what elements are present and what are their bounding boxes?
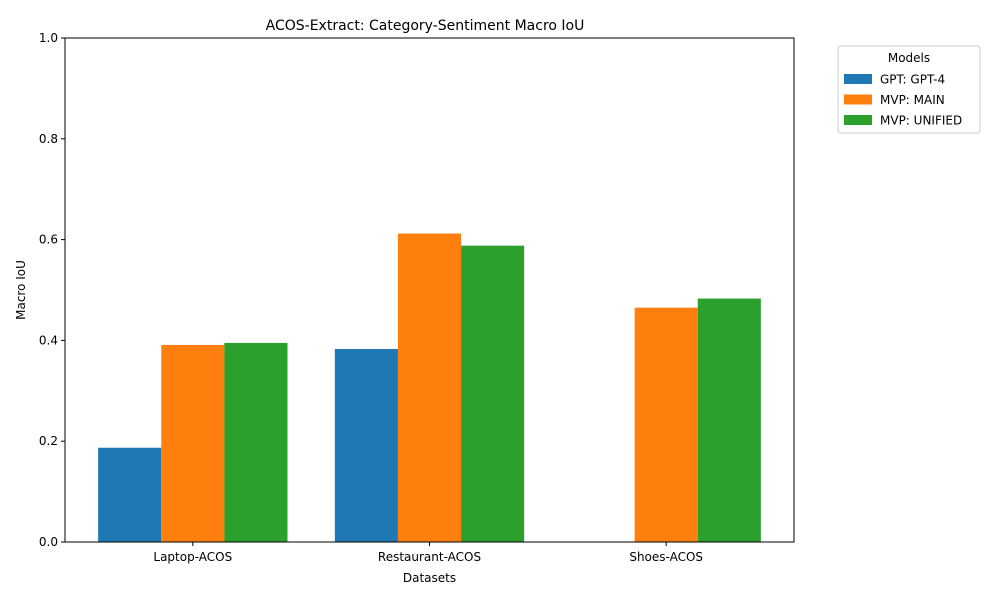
bar: [224, 342, 288, 542]
y-tick-label: 0.0: [39, 535, 58, 549]
x-tick-label: Shoes-ACOS: [629, 550, 703, 564]
legend-title: Models: [888, 51, 930, 65]
chart-title: ACOS-Extract: Category-Sentiment Macro I…: [266, 18, 585, 34]
legend: Models GPT: GPT-4 MVP: MAIN MVP: UNIFIED: [837, 45, 981, 134]
legend-swatch: [844, 74, 872, 84]
y-tick-label: 0.4: [39, 333, 58, 347]
legend-items: GPT: GPT-4 MVP: MAIN MVP: UNIFIED: [844, 73, 962, 128]
y-axis-label: Macro IoU: [14, 260, 28, 320]
legend-swatch: [844, 115, 872, 125]
bar: [98, 447, 162, 542]
x-tick-label: Restaurant-ACOS: [378, 550, 481, 564]
bar: [397, 233, 462, 542]
y-axis: 0.0 0.2 0.4 0.6 0.8 1.0: [39, 31, 65, 549]
legend-frame: [837, 45, 981, 134]
x-tick-label: Laptop-ACOS: [153, 550, 232, 564]
bar: [697, 298, 761, 542]
y-tick-label: 0.6: [39, 233, 58, 247]
legend-label: MVP: MAIN: [880, 93, 945, 107]
bar: [334, 348, 398, 542]
x-axis-label: Datasets: [403, 571, 456, 585]
legend-label: GPT: GPT-4: [880, 73, 945, 87]
y-tick-label: 0.2: [39, 434, 58, 448]
y-tick-label: 1.0: [39, 31, 58, 45]
bar: [161, 344, 225, 542]
bar: [461, 245, 525, 542]
x-axis: Laptop-ACOS Restaurant-ACOS Shoes-ACOS: [153, 542, 703, 564]
legend-label: MVP: UNIFIED: [880, 114, 962, 128]
legend-swatch: [844, 94, 872, 105]
y-tick-label: 0.8: [39, 132, 58, 146]
bars-layer: [98, 233, 761, 542]
bar: [634, 307, 698, 542]
